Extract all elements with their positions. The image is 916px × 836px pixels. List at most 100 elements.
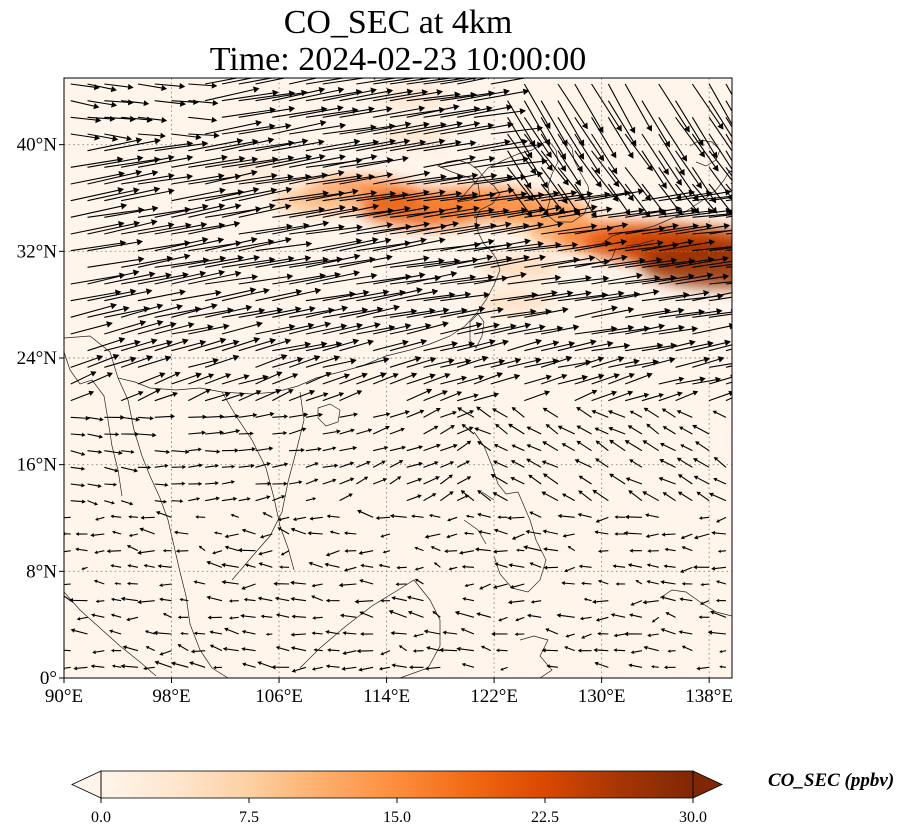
- wind-arrow-head: [309, 389, 316, 396]
- wind-arrow-shaft: [272, 432, 284, 435]
- wind-arrow-shaft: [137, 306, 178, 318]
- wind-arrow-head: [732, 153, 738, 160]
- wind-arrow-shaft: [591, 117, 614, 154]
- wind-arrow-head: [537, 221, 544, 229]
- wind-arrow-head: [304, 341, 312, 349]
- wind-arrow-shaft: [641, 133, 667, 171]
- wind-arrow-head: [515, 618, 519, 622]
- wind-arrow-shaft: [709, 363, 732, 368]
- wind-arrow-shaft: [568, 633, 575, 637]
- wind-arrow-head: [283, 481, 288, 486]
- wind-arrow-head: [628, 490, 633, 495]
- wind-arrow-head: [225, 373, 232, 379]
- wind-arrow-head: [284, 414, 289, 419]
- wind-arrow-shaft: [188, 360, 214, 368]
- wind-arrow-head: [88, 390, 95, 396]
- wind-arrow-shaft: [255, 308, 296, 318]
- wind-arrow-shaft: [238, 414, 254, 418]
- wind-arrow-shaft: [205, 89, 254, 102]
- wind-arrow-head: [237, 255, 245, 262]
- wind-arrow-shaft: [204, 357, 234, 368]
- wind-arrow-shaft: [406, 375, 431, 385]
- wind-arrow-shaft: [339, 341, 369, 352]
- wind-arrow-head: [681, 582, 686, 586]
- wind-arrow-head: [356, 509, 362, 514]
- wind-arrow-shaft: [389, 291, 433, 302]
- wind-arrow-head: [473, 205, 480, 213]
- wind-arrow-head: [592, 599, 597, 604]
- wind-arrow-head: [423, 189, 430, 196]
- wind-arrow-head: [716, 308, 723, 315]
- wind-arrow-head: [195, 372, 202, 379]
- wind-arrow-head: [206, 560, 211, 565]
- wind-arrow-shaft: [288, 357, 316, 368]
- wind-arrow-shaft: [658, 292, 704, 302]
- wind-arrow-head: [317, 446, 322, 452]
- wind-arrow-shaft: [473, 257, 525, 268]
- wind-arrow-head: [95, 599, 99, 603]
- wind-arrow-head: [455, 190, 463, 198]
- wind-arrow-head: [381, 460, 386, 465]
- wind-arrow-shaft: [725, 282, 732, 285]
- wind-arrow-head: [623, 530, 628, 536]
- wind-arrow-shaft: [330, 649, 340, 652]
- wind-arrow-shaft: [221, 376, 245, 385]
- wind-arrow-head: [110, 86, 117, 93]
- wind-arrow-head: [384, 445, 389, 451]
- wind-arrow-head: [259, 534, 264, 539]
- wind-arrow-shaft: [725, 365, 732, 368]
- wind-arrow-shaft: [495, 409, 508, 418]
- wind-arrow-shaft: [137, 374, 161, 385]
- wind-arrow-shaft: [480, 514, 491, 518]
- wind-arrow-shaft: [692, 213, 732, 218]
- wind-arrow-head: [343, 567, 348, 572]
- colorbar: 0.0 7.5 15.0 22.5 30.0: [71, 770, 723, 826]
- wind-arrow-head: [524, 322, 532, 329]
- wind-arrow-shaft: [697, 533, 710, 538]
- wind-arrow-head: [166, 449, 171, 454]
- wind-arrow-shaft: [662, 478, 676, 485]
- x-tick-label: 114°E: [363, 686, 410, 707]
- wind-arrow-shaft: [675, 392, 694, 402]
- wind-arrow-shaft: [440, 361, 466, 368]
- wind-arrow-shaft: [322, 275, 372, 285]
- wind-arrow-head: [610, 151, 617, 159]
- wind-arrow-shaft: [608, 392, 629, 402]
- wind-arrow-head: [576, 406, 581, 412]
- concentration-blob: [480, 255, 562, 279]
- wind-arrow-head: [760, 190, 766, 197]
- wind-arrow-head: [198, 481, 203, 486]
- wind-arrow-head: [511, 406, 517, 412]
- wind-arrow-shaft: [591, 392, 613, 402]
- colorbar-extend-min: [71, 770, 102, 799]
- wind-arrow-shaft: [289, 172, 339, 185]
- wind-arrow-head: [370, 87, 377, 94]
- wind-arrow-shaft: [188, 432, 202, 435]
- wind-arrow-head: [200, 221, 208, 229]
- wind-arrow-shaft: [255, 141, 303, 152]
- wind-arrow-head: [241, 585, 246, 590]
- wind-arrow-shaft: [171, 205, 220, 218]
- wind-arrow-head: [591, 204, 598, 211]
- wind-arrow-shaft: [463, 629, 475, 635]
- wind-arrow-shaft: [64, 666, 71, 669]
- wind-arrow-head: [356, 390, 363, 396]
- wind-arrow-head: [464, 583, 468, 588]
- wind-arrow-head: [417, 477, 423, 482]
- wind-arrow-head: [127, 83, 134, 90]
- wind-arrow-shaft: [141, 550, 155, 554]
- wind-arrow-head: [224, 545, 229, 550]
- wind-arrow-shaft: [70, 189, 119, 202]
- wind-arrow-shaft: [725, 100, 732, 113]
- wind-arrow-shaft: [557, 133, 580, 168]
- wind-arrow-head: [707, 272, 714, 279]
- wind-arrow-head: [433, 425, 439, 430]
- colorbar-tick-label: 22.5: [531, 809, 559, 826]
- wind-arrow-head: [215, 496, 220, 501]
- wind-arrow-head: [404, 121, 412, 128]
- wind-arrow-shaft: [393, 515, 407, 518]
- wind-arrow-shaft: [113, 614, 122, 618]
- wind-arrow-head: [128, 533, 133, 538]
- wind-arrow-shaft: [171, 133, 197, 138]
- wind-arrow-shaft: [221, 310, 260, 318]
